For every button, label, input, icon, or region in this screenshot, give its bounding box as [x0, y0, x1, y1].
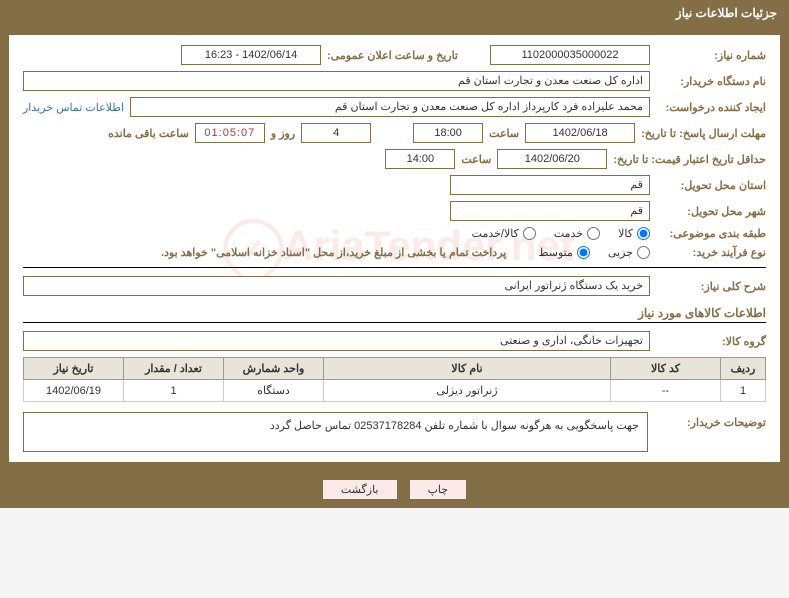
field-resp-date: 1402/06/18: [525, 123, 635, 143]
label-category: طبقه بندی موضوعی:: [656, 227, 766, 240]
divider-1: [23, 267, 766, 268]
label-hour-2: ساعت: [461, 153, 491, 166]
th-name: نام کالا: [324, 358, 611, 380]
title-bar: جزئیات اطلاعات نیاز: [0, 0, 789, 26]
items-section-header: اطلاعات کالاهای مورد نیاز: [23, 306, 766, 323]
print-button[interactable]: چاپ: [409, 479, 468, 500]
radio-goods-label: کالا: [618, 227, 633, 240]
label-hour-1: ساعت: [489, 127, 519, 140]
label-need-desc: شرح کلی نیاز:: [656, 280, 766, 293]
buy-type-radio-group: جزیی متوسط: [538, 246, 650, 259]
label-days-and: روز و: [271, 127, 295, 140]
content-panel: AriaTender.net شماره نیاز: 1102000035000…: [8, 34, 781, 463]
field-countdown: 01:05:07: [195, 123, 265, 143]
radio-service[interactable]: [587, 227, 600, 240]
payment-note: پرداخت تمام یا بخشی از مبلغ خرید،از محل …: [161, 246, 506, 259]
radio-both-label: کالا/خدمت: [472, 227, 519, 240]
label-resp-deadline: مهلت ارسال پاسخ: تا تاریخ:: [641, 127, 766, 140]
th-date: تاریخ نیاز: [24, 358, 124, 380]
radio-partial-label: جزیی: [608, 246, 633, 259]
field-announce-dt: 1402/06/14 - 16:23: [181, 45, 321, 65]
field-days: 4: [301, 123, 371, 143]
back-button[interactable]: بازگشت: [322, 479, 398, 500]
field-need-no: 1102000035000022: [490, 45, 650, 65]
td-qty: 1: [124, 380, 224, 402]
label-announce-dt: تاریخ و ساعت اعلان عمومی:: [327, 49, 458, 62]
th-qty: تعداد / مقدار: [124, 358, 224, 380]
items-table: ردیف کد کالا نام کالا واحد شمارش تعداد /…: [23, 357, 766, 402]
label-deliv-prov: استان محل تحویل:: [656, 179, 766, 192]
radio-service-label: خدمت: [554, 227, 583, 240]
field-city: قم: [450, 201, 650, 221]
td-name: ژنراتور دیزلی: [324, 380, 611, 402]
label-deliv-city: شهر محل تحویل:: [656, 205, 766, 218]
label-requester: ایجاد کننده درخواست:: [656, 101, 766, 114]
field-resp-time: 18:00: [413, 123, 483, 143]
td-code: --: [611, 380, 721, 402]
label-buy-type: نوع فرآیند خرید:: [656, 246, 766, 259]
table-header-row: ردیف کد کالا نام کالا واحد شمارش تعداد /…: [24, 358, 766, 380]
label-goods-group: گروه کالا:: [656, 335, 766, 348]
th-row: ردیف: [721, 358, 766, 380]
label-buyer-notes: توضیحات خریدار:: [656, 412, 766, 429]
label-price-valid: حداقل تاریخ اعتبار قیمت: تا تاریخ:: [613, 153, 766, 166]
radio-medium-label: متوسط: [538, 246, 573, 259]
buyer-notes-box: جهت پاسخگویی به هرگونه سوال با شماره تلف…: [23, 412, 648, 452]
td-unit: دستگاه: [224, 380, 324, 402]
table-row: 1 -- ژنراتور دیزلی دستگاه 1 1402/06/19: [24, 380, 766, 402]
label-time-remain: ساعت باقی مانده: [108, 127, 189, 140]
radio-partial[interactable]: [637, 246, 650, 259]
radio-both[interactable]: [523, 227, 536, 240]
category-radio-group: کالا خدمت کالا/خدمت: [472, 227, 650, 240]
field-need-desc: خرید یک دستگاه ژنراتور ایرانی: [23, 276, 650, 296]
radio-goods[interactable]: [637, 227, 650, 240]
radio-medium[interactable]: [577, 246, 590, 259]
buyer-contact-link[interactable]: اطلاعات تماس خریدار: [23, 101, 124, 114]
field-valid-date: 1402/06/20: [497, 149, 607, 169]
field-province: قم: [450, 175, 650, 195]
th-code: کد کالا: [611, 358, 721, 380]
td-date: 1402/06/19: [24, 380, 124, 402]
field-requester: محمد علیزاده فرد کارپرداز اداره کل صنعت …: [130, 97, 650, 117]
button-bar: چاپ بازگشت: [0, 471, 789, 508]
field-goods-group: تجهیزات خانگی، اداری و صنعتی: [23, 331, 650, 351]
label-buyer-org: نام دستگاه خریدار:: [656, 75, 766, 88]
field-valid-time: 14:00: [385, 149, 455, 169]
th-unit: واحد شمارش: [224, 358, 324, 380]
td-row: 1: [721, 380, 766, 402]
field-buyer-org: اداره کل صنعت معدن و تجارت استان قم: [23, 71, 650, 91]
label-need-no: شماره نیاز:: [656, 49, 766, 62]
